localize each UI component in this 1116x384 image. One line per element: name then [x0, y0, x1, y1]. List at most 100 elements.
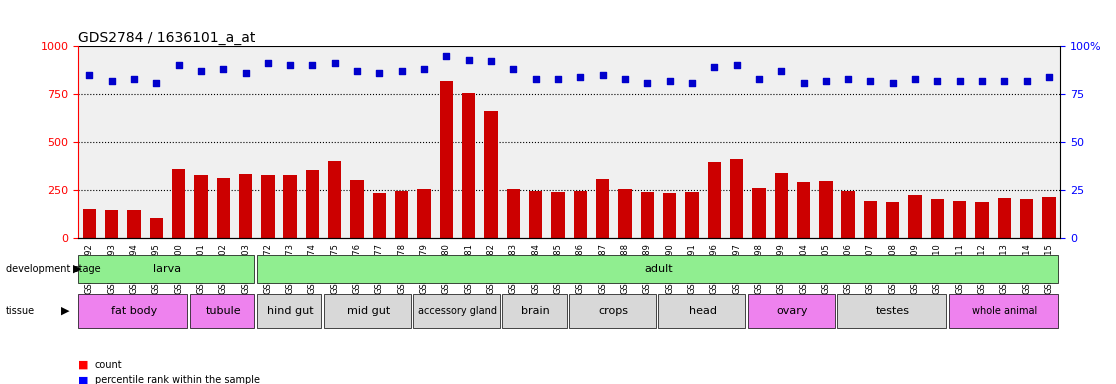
Point	[951, 78, 969, 84]
Text: mid gut: mid gut	[347, 306, 389, 316]
Text: adult: adult	[644, 264, 673, 274]
Point	[571, 74, 589, 80]
FancyBboxPatch shape	[257, 294, 321, 328]
Text: testes: testes	[876, 306, 910, 316]
FancyBboxPatch shape	[949, 294, 1058, 328]
Bar	[217, 177, 230, 238]
Point	[1018, 78, 1036, 84]
Bar	[127, 210, 141, 238]
Point	[415, 66, 433, 72]
Point	[795, 79, 812, 86]
Bar	[596, 179, 609, 238]
Bar	[462, 93, 475, 238]
Text: fat body: fat body	[110, 306, 157, 316]
Point	[906, 76, 924, 82]
FancyBboxPatch shape	[257, 255, 1058, 283]
Point	[1040, 74, 1058, 80]
Text: GDS2784 / 1636101_a_at: GDS2784 / 1636101_a_at	[78, 31, 256, 45]
Point	[638, 79, 656, 86]
FancyBboxPatch shape	[658, 294, 745, 328]
Text: percentile rank within the sample: percentile rank within the sample	[95, 375, 260, 384]
Bar	[708, 162, 721, 238]
Bar	[730, 159, 743, 238]
Bar	[417, 189, 431, 238]
Point	[326, 60, 344, 66]
Point	[616, 76, 634, 82]
Bar	[1042, 197, 1056, 238]
Text: accessory gland: accessory gland	[418, 306, 497, 316]
Text: larva: larva	[153, 264, 182, 274]
Bar	[797, 182, 810, 238]
Bar	[194, 175, 208, 238]
Point	[460, 56, 478, 63]
Bar	[864, 200, 877, 238]
Point	[884, 79, 902, 86]
Text: head: head	[689, 306, 718, 316]
Bar	[931, 199, 944, 238]
Point	[192, 68, 210, 74]
Bar	[685, 192, 699, 238]
Bar	[507, 189, 520, 238]
Bar	[908, 195, 922, 238]
Point	[304, 62, 321, 68]
Text: ▶: ▶	[73, 264, 81, 274]
FancyBboxPatch shape	[748, 294, 835, 328]
Text: tissue: tissue	[6, 306, 35, 316]
Text: ■: ■	[78, 375, 88, 384]
Point	[750, 76, 768, 82]
Bar	[529, 191, 542, 238]
Bar	[373, 193, 386, 238]
Point	[259, 60, 277, 66]
Bar	[83, 209, 96, 238]
Point	[348, 68, 366, 74]
Point	[214, 66, 232, 72]
Bar	[574, 191, 587, 238]
Bar	[261, 175, 275, 238]
Bar	[775, 173, 788, 238]
Text: count: count	[95, 360, 123, 370]
Point	[393, 68, 411, 74]
FancyBboxPatch shape	[324, 294, 411, 328]
Point	[683, 79, 701, 86]
Bar	[819, 182, 833, 238]
Point	[437, 53, 455, 59]
Point	[237, 70, 254, 76]
Bar	[1020, 199, 1033, 238]
Text: ▶: ▶	[61, 306, 70, 316]
Bar	[440, 81, 453, 238]
Text: brain: brain	[521, 306, 550, 316]
Bar	[618, 189, 632, 238]
FancyBboxPatch shape	[78, 294, 187, 328]
Point	[705, 64, 723, 70]
Bar	[350, 180, 364, 238]
Text: ■: ■	[78, 360, 88, 370]
Text: ovary: ovary	[777, 306, 808, 316]
Bar	[998, 198, 1011, 238]
Point	[170, 62, 187, 68]
Point	[995, 78, 1013, 84]
Bar	[663, 193, 676, 238]
Point	[371, 70, 388, 76]
Point	[661, 78, 679, 84]
Point	[728, 62, 745, 68]
Bar	[150, 218, 163, 238]
FancyBboxPatch shape	[837, 294, 946, 328]
Point	[929, 78, 946, 84]
Point	[527, 76, 545, 82]
Point	[549, 76, 567, 82]
Bar	[886, 202, 899, 238]
Point	[839, 76, 857, 82]
FancyBboxPatch shape	[413, 294, 500, 328]
Bar	[484, 111, 498, 238]
Point	[594, 72, 612, 78]
Point	[281, 62, 299, 68]
Point	[973, 78, 991, 84]
Bar	[975, 202, 989, 238]
Bar	[551, 192, 565, 238]
Bar	[641, 192, 654, 238]
Text: tubule: tubule	[205, 306, 241, 316]
Point	[103, 78, 121, 84]
FancyBboxPatch shape	[502, 294, 567, 328]
Bar	[283, 175, 297, 238]
Text: whole animal: whole animal	[972, 306, 1037, 316]
